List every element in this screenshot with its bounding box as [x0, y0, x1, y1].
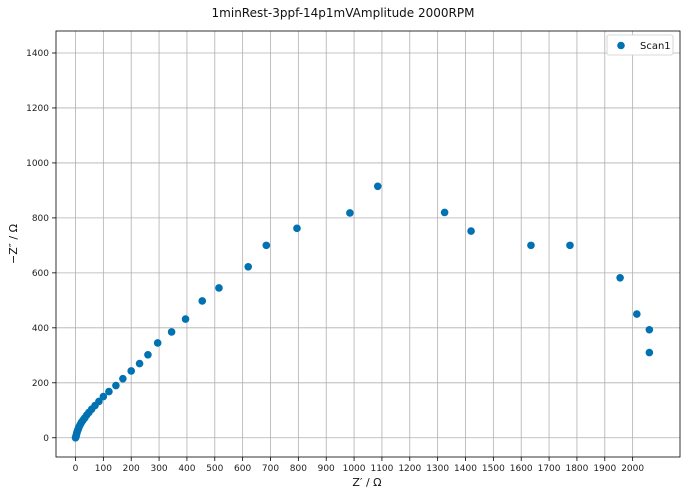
scatter-points: [71, 182, 654, 442]
data-point-series0: [112, 381, 120, 390]
data-point-series0: [119, 374, 127, 383]
chart-title: 1minRest-3ppf-14p1mVAmplitude 2000RPM: [212, 6, 475, 20]
x-tick-label: 2000: [621, 464, 644, 474]
y-axis-label: −Z″ / Ω: [7, 224, 20, 264]
data-point-series0: [135, 359, 144, 368]
x-tick-label: 1900: [593, 464, 616, 474]
data-point-series0: [262, 241, 271, 250]
y-tick-label: 800: [32, 214, 49, 224]
grid-lines: [56, 31, 680, 457]
x-tick-label: 600: [234, 464, 251, 474]
x-tick-label: 300: [150, 464, 167, 474]
data-point-series0: [645, 325, 654, 334]
data-point-series0: [144, 350, 152, 359]
y-tick-label: 1000: [26, 159, 49, 169]
data-point-series0: [198, 297, 207, 305]
y-axis-ticks: 0 200 400 600 800 1000 1200 1400: [26, 49, 56, 444]
legend-box: [606, 34, 674, 56]
data-point-series0: [633, 310, 641, 318]
data-point-series0: [293, 224, 301, 233]
y-tick-label: 1400: [26, 49, 49, 59]
data-point-series0: [127, 367, 136, 375]
x-tick-label: 1500: [482, 464, 505, 474]
data-point-series0: [167, 328, 176, 336]
legend: Scan1: [606, 34, 674, 56]
data-point-series0: [616, 274, 624, 282]
x-axis-label: Z′ / Ω: [352, 476, 381, 489]
data-point-series0: [153, 339, 162, 347]
data-point-series0: [181, 315, 190, 323]
x-tick-label: 1200: [398, 464, 421, 474]
data-point-series0: [99, 392, 108, 401]
x-axis-ticks: 0 100 200 300 400 500 600 700 800 900 1000 1100 1200…: [73, 457, 644, 474]
x-tick-label: 1100: [370, 464, 393, 474]
x-tick-label: 1000: [343, 464, 366, 474]
data-point-series0: [244, 263, 253, 271]
x-tick-label: 200: [123, 464, 140, 474]
data-point-series0: [440, 208, 449, 217]
data-point-series0: [645, 348, 654, 357]
x-tick-label: 0: [73, 464, 79, 474]
y-tick-label: 1200: [26, 104, 49, 114]
x-tick-label: 500: [206, 464, 223, 474]
x-tick-label: 700: [262, 464, 279, 474]
y-tick-label: 400: [32, 324, 49, 334]
legend-marker-scan1: [617, 41, 625, 50]
plot-area-frame: [55, 30, 681, 458]
legend-label-scan1: Scan1: [640, 41, 671, 52]
data-point-series0: [346, 209, 354, 217]
y-tick-label: 0: [43, 434, 49, 444]
data-point-series0: [527, 241, 535, 250]
x-tick-label: 100: [95, 464, 112, 474]
y-tick-label: 200: [32, 379, 49, 389]
data-point-series0: [373, 182, 382, 191]
data-point-series0: [467, 227, 475, 235]
x-tick-label: 800: [290, 464, 307, 474]
data-point-series0: [566, 241, 574, 250]
x-tick-label: 1600: [510, 464, 533, 474]
x-tick-label: 1400: [454, 464, 477, 474]
data-point-series0: [215, 284, 223, 292]
x-tick-label: 1800: [565, 464, 588, 474]
y-tick-label: 600: [32, 269, 49, 279]
data-point-series0: [105, 387, 113, 396]
x-tick-label: 400: [178, 464, 195, 474]
x-tick-label: 1300: [426, 464, 449, 474]
x-tick-label: 900: [318, 464, 335, 474]
x-tick-label: 1700: [538, 464, 561, 474]
data-point-series0: [95, 397, 103, 406]
